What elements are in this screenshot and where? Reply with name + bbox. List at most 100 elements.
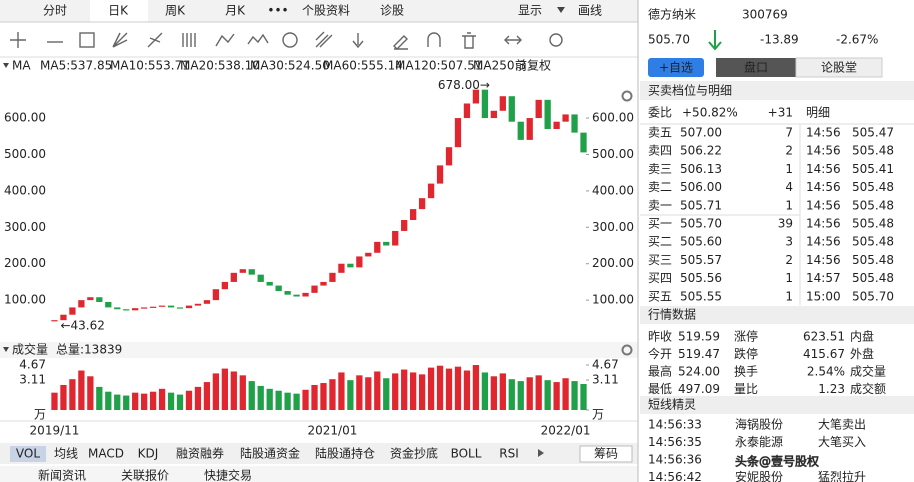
indicator-tab[interactable]: 融资融券 xyxy=(176,446,224,461)
volume-bar xyxy=(132,392,139,410)
volume-bar xyxy=(320,383,327,410)
y-tick-label: 4.67 xyxy=(19,358,46,372)
indicator-tab[interactable]: BOLL xyxy=(451,447,482,461)
toolbar-icon[interactable] xyxy=(504,35,522,45)
draw-menu[interactable]: 画线 xyxy=(578,4,602,18)
stat-label: 涨停 xyxy=(734,329,758,344)
candle xyxy=(96,297,103,302)
order-volume: 1 xyxy=(785,271,793,285)
candle xyxy=(472,89,480,104)
tab[interactable]: 分时 xyxy=(43,4,67,18)
candle xyxy=(78,300,85,308)
indicator-tab[interactable]: KDJ xyxy=(138,447,159,461)
indicator-tab[interactable]: RSI xyxy=(499,447,519,461)
tab[interactable]: 个股资料 xyxy=(302,4,350,18)
trade-time: 14:56 xyxy=(806,235,841,249)
bottom-tab[interactable]: 快捷交易 xyxy=(204,468,252,482)
trade-time: 14:56 xyxy=(806,180,841,194)
forum-button[interactable]: 论股堂 xyxy=(821,61,857,75)
indicator-tab[interactable]: 均线 xyxy=(54,447,78,461)
volume-bar xyxy=(123,395,130,410)
ma-legend-item: MA250:3 xyxy=(473,59,526,73)
toolbar-icon[interactable] xyxy=(282,32,298,48)
stat-label: 量比 xyxy=(734,382,758,396)
section-title: 行情数据 xyxy=(648,307,696,322)
order-volume: 7 xyxy=(785,126,793,140)
tab[interactable]: ••• xyxy=(267,4,288,18)
y-tick-label: 400.00 xyxy=(4,183,46,197)
toolbar-icon[interactable] xyxy=(247,33,269,45)
volume-bar xyxy=(365,377,372,410)
volume-bar xyxy=(87,376,94,410)
chip-button[interactable]: 筹码 xyxy=(594,447,618,461)
toolbar-icon[interactable] xyxy=(147,32,163,48)
volume-bar xyxy=(194,386,202,410)
book-button[interactable]: 盘口 xyxy=(744,60,768,75)
toolbar-icon[interactable] xyxy=(182,33,196,47)
order-volume: 3 xyxy=(785,235,793,249)
stat-value: 2.54% xyxy=(807,365,845,379)
volume-bar xyxy=(535,375,542,410)
tab[interactable]: 月K xyxy=(225,4,246,18)
order-level: 卖四 xyxy=(648,144,672,158)
volume-bar xyxy=(427,367,435,410)
candle xyxy=(266,281,273,286)
indicator-tab[interactable]: 陆股通持仓 xyxy=(315,446,375,461)
stock-name: 德方纳米 xyxy=(648,7,696,22)
toolbar-icon[interactable] xyxy=(10,32,26,48)
y-tick-label: 200.00 xyxy=(4,256,46,270)
toolbar-icon[interactable] xyxy=(315,31,333,48)
volume-bar xyxy=(212,373,220,410)
toolbar-icon[interactable] xyxy=(215,33,235,47)
candle xyxy=(320,281,327,286)
volume-bar xyxy=(78,370,85,410)
indicator-tab[interactable]: 资金抄底 xyxy=(390,446,438,461)
volume-bar xyxy=(69,379,76,410)
toolbar-icon[interactable] xyxy=(427,32,441,47)
bottom-tab[interactable]: 关联报价 xyxy=(121,468,169,482)
candle xyxy=(51,320,58,322)
tab[interactable]: 诊股 xyxy=(380,4,404,18)
toolbar-icon[interactable] xyxy=(79,32,95,48)
settings-icon[interactable] xyxy=(621,90,633,102)
volume-bar xyxy=(329,379,336,410)
collapse-icon[interactable] xyxy=(3,347,9,352)
toolbar-icon[interactable] xyxy=(352,33,364,49)
bottom-tab[interactable]: 新闻资讯 xyxy=(38,468,86,482)
candle xyxy=(392,230,399,246)
volume-bar xyxy=(410,372,417,410)
volume-bar xyxy=(302,389,309,410)
watch-button-frame[interactable] xyxy=(648,58,704,77)
watermark: 头条@壹号股权 xyxy=(735,455,819,469)
toolbar-icon[interactable] xyxy=(112,32,128,48)
candle xyxy=(203,300,211,304)
candle xyxy=(167,305,175,308)
toolbar-icon[interactable] xyxy=(393,35,408,50)
toolbar-icon[interactable] xyxy=(462,32,476,49)
ratio-value: +50.82% xyxy=(682,106,738,120)
view-menu[interactable]: 显示 xyxy=(518,4,542,18)
indicator-tab[interactable]: 陆股通资金 xyxy=(240,446,300,461)
more-icon[interactable] xyxy=(538,449,544,457)
watch-button[interactable]: +自选 xyxy=(659,61,693,75)
ma-legend-item: MA30:524.50 xyxy=(250,59,330,73)
indicator-tab[interactable]: VOL xyxy=(16,447,40,461)
toolbar-icon[interactable] xyxy=(549,33,563,47)
book-button-frame[interactable] xyxy=(716,58,796,77)
tab[interactable]: 日K xyxy=(108,4,129,18)
volume-bar xyxy=(203,382,211,410)
stat-value: 415.67 xyxy=(803,347,845,361)
y-tick-label: 600.00 xyxy=(592,111,634,125)
menu-caret[interactable] xyxy=(557,7,565,13)
chip-button-frame[interactable] xyxy=(579,445,633,463)
candle xyxy=(123,309,130,311)
sprite-event: 猛烈拉升 xyxy=(818,469,866,482)
adjust-label[interactable]: 前复权 xyxy=(515,58,551,73)
indicator-tab[interactable]: MACD xyxy=(88,447,124,461)
candle xyxy=(239,269,246,273)
settings-icon[interactable] xyxy=(621,344,633,356)
forum-button-frame[interactable] xyxy=(795,57,883,78)
collapse-icon[interactable] xyxy=(3,63,9,68)
tab[interactable]: 周K xyxy=(165,4,186,18)
